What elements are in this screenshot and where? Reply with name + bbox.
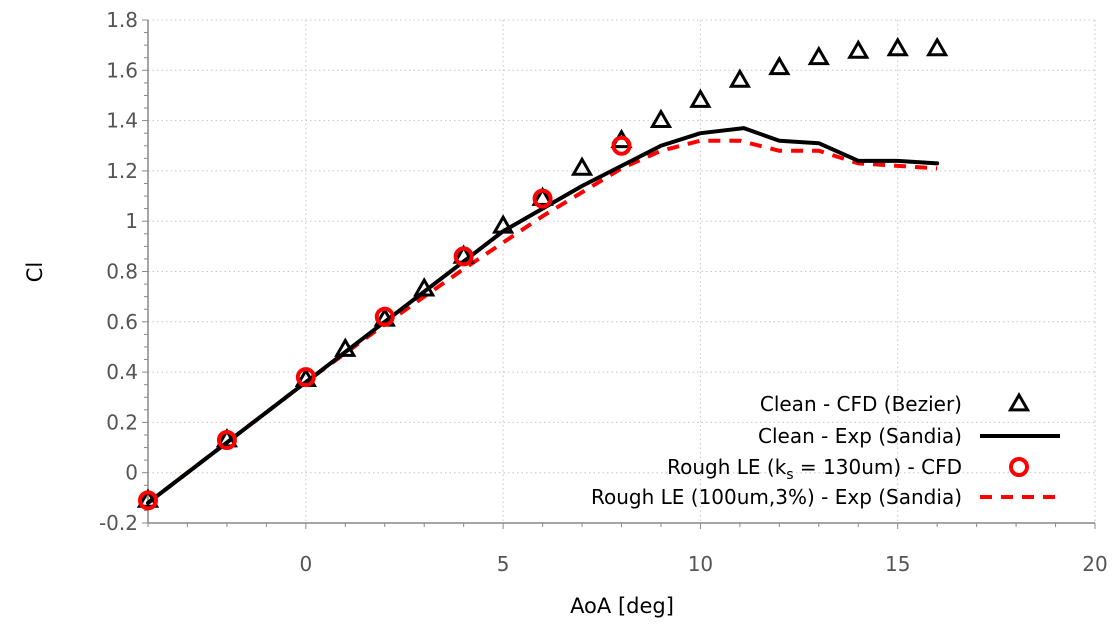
clean-cfd-point <box>570 156 594 176</box>
clean-cfd-point <box>926 36 949 57</box>
clean-cfd-point <box>413 277 436 297</box>
y-tick-label: -0.2 <box>99 511 138 535</box>
y-tick-label: 0.2 <box>106 410 138 434</box>
clean-cfd-point <box>807 45 830 66</box>
rough-le-cfd-point <box>611 135 632 156</box>
legend-label-rough-exp: Rough LE (100um,3%) - Exp (Sandia) <box>591 485 962 509</box>
y-tick-label: 0.8 <box>106 260 138 284</box>
clean-cfd-point <box>491 214 515 234</box>
x-tick-label: 20 <box>1082 552 1107 576</box>
clean-cfd-point <box>886 36 909 57</box>
x-tick-label: 0 <box>299 552 312 576</box>
rough-le-cfd-point <box>374 306 395 327</box>
legend-label-clean-cfd: Clean - CFD (Bezier) <box>760 392 962 416</box>
clean-cfd-point <box>768 55 791 76</box>
clean-cfd-point <box>334 337 357 357</box>
legend-circle-marker <box>1009 457 1029 477</box>
y-tick-label: 0.6 <box>106 310 138 334</box>
clean-exp-line <box>146 126 940 505</box>
clean-cfd-point <box>689 88 712 108</box>
y-tick-label: 1 <box>125 209 138 233</box>
clean-cfd-point <box>649 108 673 128</box>
x-tick-label: 5 <box>497 552 510 576</box>
legend: Clean - CFD (Bezier) Clean - Exp (Sandia)… <box>591 391 1060 509</box>
x-tick-label: 10 <box>688 552 713 576</box>
legend-triangle-marker <box>1007 391 1031 412</box>
tick-labels: -0.2 0 0.2 0.4 0.6 0.8 1 1.2 1.4 1.6 1.8 0 5 10 15 20 <box>99 8 1108 576</box>
rough-le-cfd-point <box>138 490 158 511</box>
clean-cfd-point <box>215 427 239 448</box>
rough-le-cfd-point <box>216 430 237 451</box>
y-tick-label: 0 <box>125 461 138 485</box>
y-tick-label: 1.8 <box>106 8 138 32</box>
clean-cfd-point <box>728 68 752 88</box>
legend-label-clean-exp: Clean - Exp (Sandia) <box>758 424 962 448</box>
y-tick-label: 1.2 <box>106 159 138 183</box>
clean-cfd-point <box>136 488 160 508</box>
x-axis-label: AoA [deg] <box>570 594 674 618</box>
rough-le-cfd-point <box>295 367 316 388</box>
clean-cfd-point <box>847 39 870 59</box>
y-axis-label: Cl <box>23 262 47 283</box>
clean-cfd-point <box>452 244 475 264</box>
y-tick-label: 0.4 <box>106 360 138 384</box>
clean-cfd-point <box>531 186 554 206</box>
x-tick-label: 15 <box>885 552 910 576</box>
legend-label-rough-cfd: Rough LE (ks = 130um) - CFD <box>667 455 962 483</box>
axes <box>142 19 1096 529</box>
rough-le-cfd-point <box>453 246 474 267</box>
rough-le-cfd-point <box>532 188 553 209</box>
y-tick-label: 1.6 <box>106 58 138 82</box>
y-tick-label: 1.4 <box>106 109 138 133</box>
plot-series <box>136 36 949 511</box>
